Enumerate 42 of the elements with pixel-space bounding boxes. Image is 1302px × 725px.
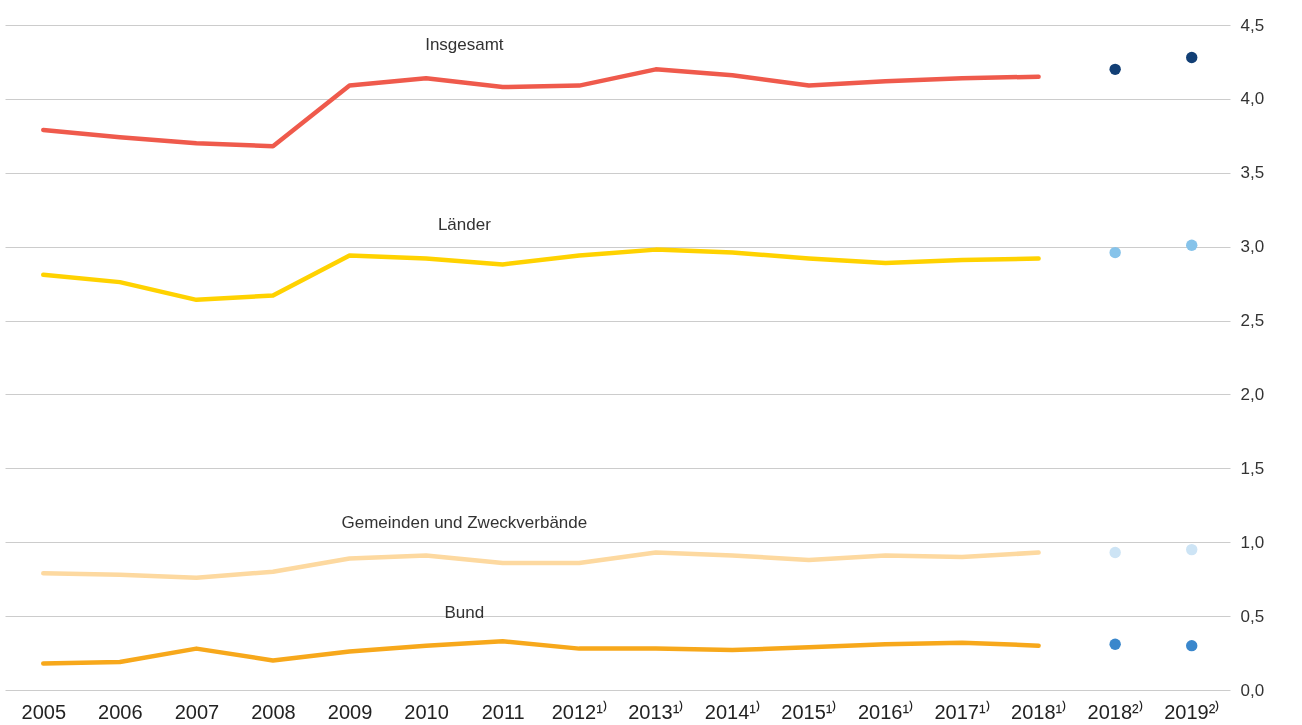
point — [1109, 638, 1121, 650]
series-label: Bund — [444, 602, 485, 622]
y-tick-label: 1,5 — [1240, 458, 1265, 478]
point — [1186, 239, 1198, 251]
line-series — [41, 247, 1041, 303]
x-tick-label: 2016¹⁾ — [857, 699, 915, 723]
x-tick-label: 2014¹⁾ — [704, 699, 761, 723]
x-tick-label: 2006 — [98, 700, 143, 723]
line-series — [41, 67, 1041, 149]
x-tick-label: 2007 — [174, 700, 220, 723]
y-tick-label: 1,0 — [1240, 532, 1265, 552]
point — [1186, 51, 1198, 64]
x-tick-label: 2009 — [327, 700, 373, 723]
x-tick-label: 2018¹⁾ — [1011, 699, 1068, 723]
y-tick-label: 2,5 — [1240, 311, 1265, 331]
x-tick-label: 2019²⁾ — [1164, 699, 1221, 723]
x-tick-label: 2012¹⁾ — [551, 699, 608, 723]
point — [1109, 63, 1121, 76]
x-tick-label: 2013¹⁾ — [628, 699, 685, 723]
x-tick-label: 2011 — [481, 700, 525, 723]
x-tick-label: 2015¹⁾ — [781, 699, 838, 723]
series-label: Länder — [437, 215, 492, 235]
line-series — [41, 550, 1041, 580]
point — [1186, 639, 1198, 652]
y-tick-label: 0,0 — [1240, 680, 1265, 700]
series-label: Gemeinden und Zweckverbände — [341, 512, 588, 532]
point — [1109, 546, 1121, 559]
y-tick-label: 3,5 — [1240, 163, 1265, 183]
x-tick-label: 2008 — [251, 700, 296, 723]
x-tick-label: 2010 — [404, 700, 449, 723]
line-series — [41, 638, 1041, 666]
y-tick-label: 2,0 — [1240, 384, 1265, 404]
point — [1186, 543, 1198, 556]
y-tick-label: 3,0 — [1240, 237, 1265, 257]
point — [1109, 246, 1121, 259]
y-tick-label: 0,5 — [1240, 606, 1265, 626]
x-tick-label: 2005 — [21, 700, 67, 723]
y-tick-label: 4,5 — [1240, 15, 1265, 35]
x-tick-label: 2017¹⁾ — [934, 699, 991, 723]
series-label: Insgesamt — [425, 35, 504, 55]
x-tick-label: 2018²⁾ — [1087, 699, 1144, 723]
y-tick-label: 4,0 — [1240, 89, 1265, 109]
